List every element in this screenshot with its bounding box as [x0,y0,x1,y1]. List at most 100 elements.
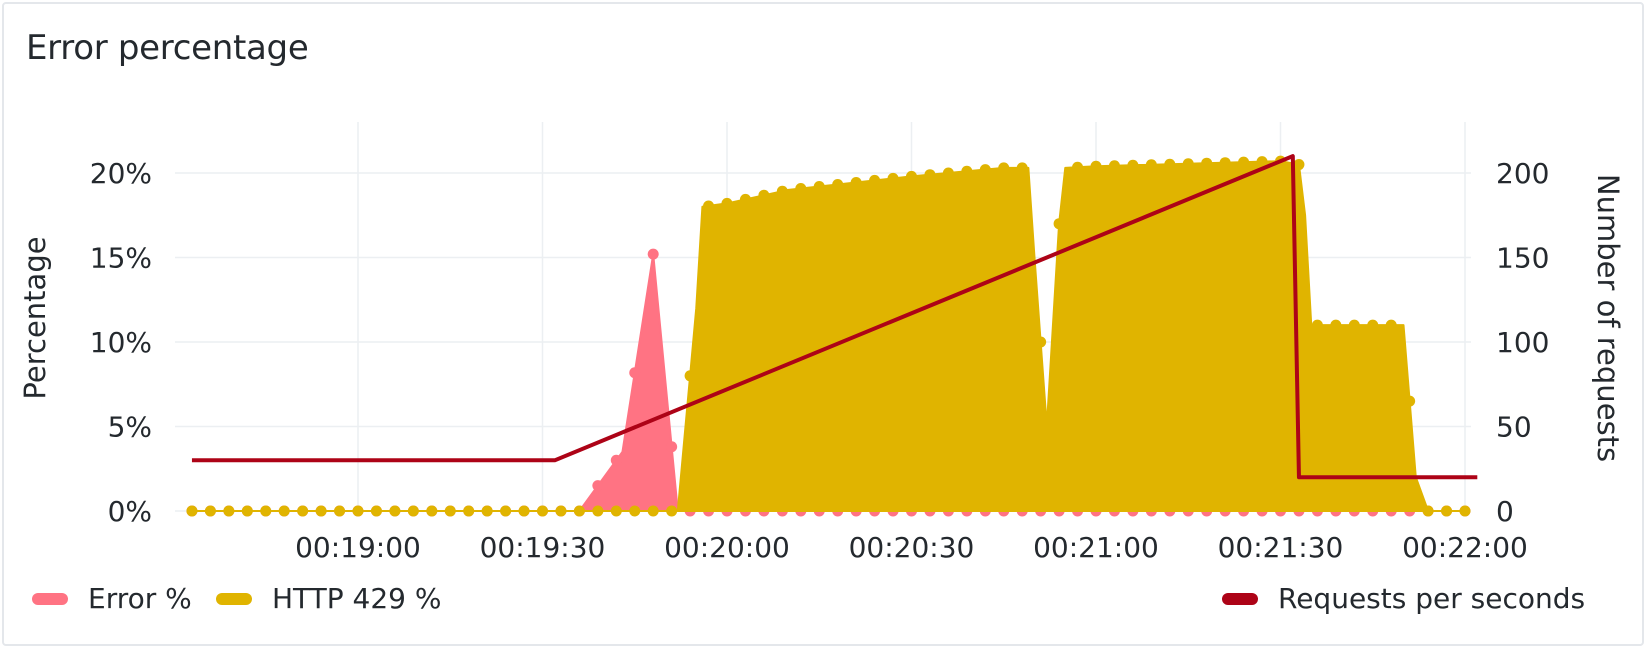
point-http-429- [1404,395,1416,407]
point-http-429- [352,505,364,517]
point-http-429- [463,505,475,517]
point-http-429- [260,505,272,517]
point-http-429- [1016,162,1028,174]
point-http-429- [924,169,936,181]
legend-http429-label: HTTP 429 % [272,582,442,615]
point-http-429- [684,370,696,382]
point-http-429- [1348,319,1360,331]
point-error- [592,480,604,492]
http429-swatch [216,592,252,605]
y-right-tick-label: 50 [1496,411,1532,444]
point-http-429- [1367,319,1379,331]
point-http-429- [186,505,198,517]
point-http-429- [1053,218,1065,230]
legend-http429[interactable]: HTTP 429 % [216,582,442,615]
point-http-429- [1256,156,1268,168]
x-tick-label: 00:21:30 [1218,531,1344,564]
point-http-429- [407,505,419,517]
point-http-429- [1182,158,1194,170]
point-http-429- [942,167,954,179]
line-requests-per-seconds [191,154,1478,480]
point-http-429- [795,183,807,195]
point-http-429- [647,505,659,517]
point-http-429- [1164,158,1176,170]
y-left-tick-label: 15% [90,242,152,275]
point-http-429- [1035,336,1047,348]
requests-swatch [1222,592,1258,605]
x-tick-label: 00:19:30 [480,531,606,564]
point-http-429- [776,185,788,197]
point-error- [610,454,622,466]
point-http-429- [1385,319,1397,331]
point-http-429- [1072,161,1084,173]
point-http-429- [334,505,346,517]
error-swatch [32,592,68,605]
point-error- [666,441,678,453]
point-http-429- [315,505,327,517]
panel-title: Error percentage [26,28,309,68]
point-http-429- [370,505,382,517]
y-right-tick-label: 200 [1496,157,1549,190]
point-http-429- [1127,159,1139,171]
legend-requests[interactable]: Requests per seconds [1222,582,1585,615]
point-http-429- [389,505,401,517]
point-http-429- [906,170,917,182]
point-http-429- [444,505,456,517]
y-left-tick-label: 10% [90,326,152,359]
y-right-tick-label: 0 [1496,495,1514,528]
point-http-429- [1145,159,1157,171]
point-http-429- [481,505,493,517]
legend-error-label: Error % [88,582,192,615]
y-right-tick-label: 150 [1496,242,1549,275]
x-tick-label: 00:20:00 [664,531,790,564]
point-http-429- [832,178,844,190]
point-http-429- [666,505,678,517]
point-http-429- [961,165,973,177]
point-http-429- [278,505,290,517]
point-http-429- [241,505,253,517]
point-http-429- [204,505,216,517]
point-http-429- [500,505,512,517]
point-http-429- [1441,505,1453,517]
point-http-429- [1422,505,1434,517]
legend-requests-label: Requests per seconds [1278,582,1586,615]
point-http-429- [223,505,235,517]
point-http-429- [721,197,733,209]
point-http-429- [610,505,622,517]
y-right-tick-label: 100 [1496,326,1549,359]
point-http-429- [850,176,862,188]
x-tick-label: 00:22:00 [1402,531,1528,564]
point-http-429- [758,189,770,201]
point-http-429- [573,505,585,517]
point-http-429- [703,200,715,212]
point-http-429- [813,181,825,193]
x-tick-label: 00:19:00 [295,531,421,564]
y-left-tick-label: 20% [90,157,152,190]
point-http-429- [1459,505,1471,517]
point-http-429- [297,505,309,517]
point-http-429- [629,505,641,517]
point-http-429- [887,172,899,184]
point-http-429- [739,193,751,205]
y-left-tick-label: 5% [108,411,152,444]
x-tick-label: 00:20:30 [849,531,975,564]
point-http-429- [518,505,530,517]
point-http-429- [1293,159,1305,171]
point-http-429- [979,164,991,176]
point-error- [629,367,641,379]
point-http-429- [1238,156,1250,168]
point-http-429- [1311,319,1323,331]
legend-error[interactable]: Error % [32,582,192,615]
y-left-tick-label: 0% [108,495,152,528]
point-http-429- [1330,319,1342,331]
point-error- [647,248,659,260]
point-http-429- [1108,160,1120,172]
point-http-429- [1219,157,1231,169]
point-http-429- [869,174,881,186]
point-http-429- [426,505,438,517]
point-http-429- [555,505,567,517]
y-left-axis-title: Percentage [18,236,52,399]
point-http-429- [592,505,604,517]
point-http-429- [1090,160,1102,172]
